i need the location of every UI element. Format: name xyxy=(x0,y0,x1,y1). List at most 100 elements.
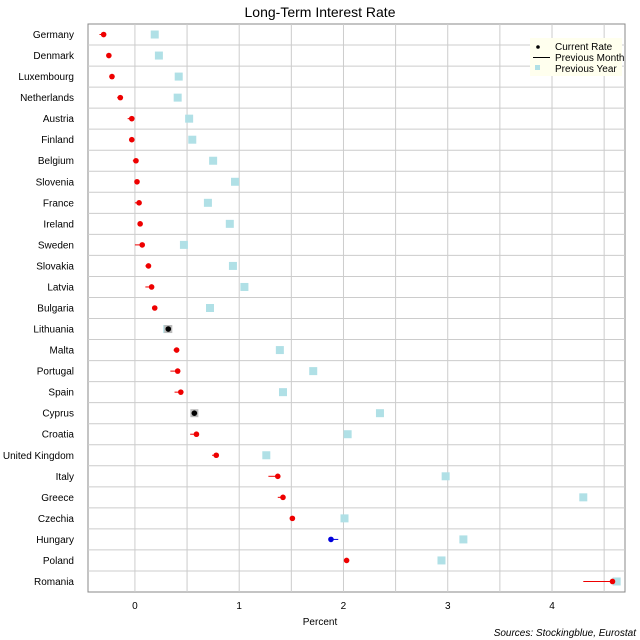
previous-year-mark xyxy=(179,240,188,249)
y-tick-label: Luxembourg xyxy=(18,72,74,83)
current-rate-point xyxy=(213,452,220,459)
y-tick-label: Romania xyxy=(34,577,74,588)
y-tick-label: Austria xyxy=(43,114,75,125)
y-tick-label: Greece xyxy=(41,493,74,504)
y-tick-label: Netherlands xyxy=(20,93,74,104)
current-rate-point xyxy=(173,347,180,353)
previous-year-mark xyxy=(459,535,468,544)
y-tick-label: Denmark xyxy=(33,51,75,62)
legend-previous-year-marker xyxy=(535,65,540,70)
current-rate-point xyxy=(139,242,146,248)
current-rate-point xyxy=(145,263,152,269)
x-tick-label: 1 xyxy=(236,601,242,612)
legend-current-marker xyxy=(536,45,540,49)
previous-year-mark xyxy=(150,30,159,39)
y-tick-label: United Kingdom xyxy=(3,451,74,462)
previous-year-mark xyxy=(262,451,271,460)
current-rate-point xyxy=(174,368,181,374)
y-tick-label: Slovenia xyxy=(36,177,75,188)
y-tick-label: Malta xyxy=(50,346,75,357)
y-tick-label: Belgium xyxy=(38,156,74,167)
legend: Current Rate Previous Month Previous Yea… xyxy=(530,38,624,76)
previous-year-mark xyxy=(437,556,446,565)
y-tick-label: Croatia xyxy=(42,430,75,441)
previous-year-mark xyxy=(343,430,352,439)
current-rate-point xyxy=(178,389,184,395)
current-rate-point xyxy=(128,115,135,122)
previous-year-mark xyxy=(209,156,218,165)
previous-year-mark xyxy=(441,472,450,481)
previous-year-mark xyxy=(185,114,194,123)
previous-year-mark xyxy=(154,51,163,60)
current-rate-point xyxy=(136,200,142,206)
current-rate-point xyxy=(165,326,172,332)
previous-year-mark xyxy=(225,219,234,228)
current-rate-point xyxy=(191,410,198,416)
current-rate-point xyxy=(280,494,286,501)
y-tick-label: Latvia xyxy=(47,282,74,293)
x-axis-ticks: 0 1 2 3 4 xyxy=(132,601,555,612)
previous-year-mark xyxy=(205,304,214,312)
y-tick-label: France xyxy=(43,198,75,209)
y-tick-label: Lithuania xyxy=(33,325,74,336)
plot-area xyxy=(87,23,626,593)
y-tick-label: Bulgaria xyxy=(37,304,74,315)
current-rate-point xyxy=(193,431,200,438)
current-rate-point xyxy=(128,136,135,143)
previous-year-mark xyxy=(275,346,284,355)
previous-year-mark xyxy=(612,577,621,586)
y-axis-labels: Germany Denmark Luxembourg Netherlands Austr… xyxy=(3,30,75,588)
current-rate-point xyxy=(274,473,281,480)
previous-year-mark xyxy=(231,177,240,186)
current-rate-point xyxy=(609,578,616,585)
previous-year-mark xyxy=(309,367,318,376)
y-tick-label: Slovakia xyxy=(36,261,74,272)
source-note: Sources: Stockingblue, Eurostat xyxy=(494,628,638,639)
y-tick-label: Hungary xyxy=(36,535,74,546)
current-rate-point xyxy=(328,536,334,543)
previous-year-mark xyxy=(375,409,384,418)
y-tick-label: Finland xyxy=(41,135,74,146)
current-rate-point xyxy=(151,305,158,311)
previous-year-mark xyxy=(228,261,237,270)
current-rate-point xyxy=(343,557,350,564)
current-rate-point xyxy=(137,221,143,227)
y-tick-label: Portugal xyxy=(37,367,74,378)
y-tick-label: Spain xyxy=(48,388,74,399)
current-rate-point xyxy=(117,94,124,101)
previous-year-mark xyxy=(174,72,183,81)
current-rate-point xyxy=(106,52,112,59)
x-tick-label: 0 xyxy=(132,601,138,612)
y-tick-label: Poland xyxy=(43,556,74,567)
previous-year-mark xyxy=(203,198,212,207)
legend-previous-year-label: Previous Year xyxy=(555,64,617,75)
data-marks xyxy=(99,30,621,586)
legend-current-label: Current Rate xyxy=(555,42,613,53)
x-tick-label: 3 xyxy=(445,601,451,612)
y-tick-label: Sweden xyxy=(38,240,74,251)
y-tick-label: Cyprus xyxy=(42,409,74,420)
y-tick-label: Czechia xyxy=(38,514,75,525)
x-axis-label: Percent xyxy=(303,617,338,628)
previous-year-mark xyxy=(340,514,349,523)
grid xyxy=(88,24,625,592)
x-tick-label: 4 xyxy=(549,601,555,612)
previous-year-mark xyxy=(173,93,182,102)
chart-title: Long-Term Interest Rate xyxy=(245,4,396,20)
y-tick-label: Ireland xyxy=(43,219,74,230)
current-rate-point xyxy=(133,157,139,164)
current-rate-point xyxy=(289,515,296,522)
previous-year-mark xyxy=(240,282,249,291)
x-tick-label: 2 xyxy=(341,601,347,612)
previous-year-mark xyxy=(278,388,287,397)
y-tick-label: Germany xyxy=(33,30,74,41)
y-tick-label: Italy xyxy=(56,472,74,483)
current-rate-point xyxy=(109,73,115,80)
current-rate-point xyxy=(134,178,140,185)
legend-previous-month-label: Previous Month xyxy=(555,53,624,64)
previous-year-mark xyxy=(579,493,588,502)
current-rate-point xyxy=(148,284,155,290)
current-rate-point xyxy=(100,31,107,38)
previous-year-mark xyxy=(188,135,197,144)
